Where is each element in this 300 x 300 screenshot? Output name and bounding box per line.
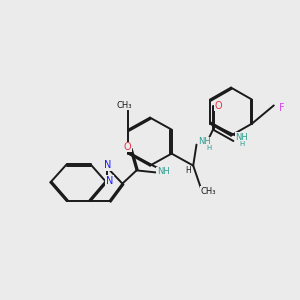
Text: H: H: [206, 145, 212, 151]
Text: NH: NH: [236, 133, 248, 142]
Text: NH: NH: [199, 137, 211, 146]
Text: N: N: [104, 160, 112, 170]
Text: O: O: [124, 142, 131, 152]
Text: H: H: [185, 167, 191, 176]
Text: N: N: [106, 176, 113, 186]
Text: F: F: [279, 103, 285, 113]
Text: CH₃: CH₃: [116, 100, 132, 109]
Text: H: H: [239, 141, 244, 147]
Text: CH₃: CH₃: [201, 187, 216, 196]
Text: O: O: [214, 100, 222, 111]
Text: NH: NH: [157, 167, 169, 176]
